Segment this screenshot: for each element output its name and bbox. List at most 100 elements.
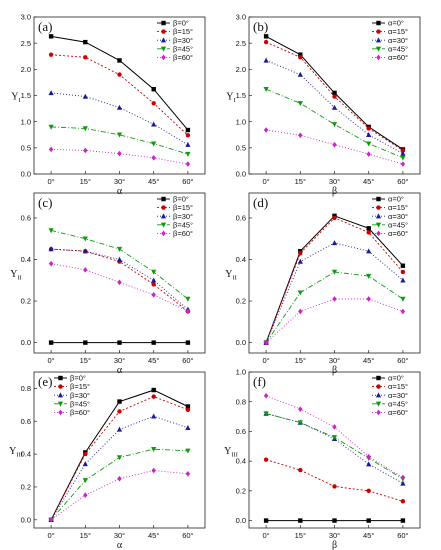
series-2	[263, 457, 406, 504]
legend-marker	[161, 196, 166, 202]
legend-label: β=60°	[173, 53, 193, 62]
series-line	[266, 129, 404, 165]
data-point	[400, 480, 406, 486]
legend-label: α=60°	[388, 53, 408, 62]
legend-marker	[375, 392, 382, 398]
x-tick-label: 0°	[263, 356, 270, 365]
series-4	[48, 124, 191, 157]
data-point	[297, 71, 303, 77]
data-point	[83, 340, 88, 345]
x-axis-label: α	[117, 540, 123, 550]
legend-label: β=0°	[173, 195, 189, 204]
legend: α=0°α=15°α=30°α=45°α=60°	[372, 19, 408, 62]
y-tick-label: 0.4	[21, 450, 31, 459]
data-point	[263, 457, 269, 462]
x-tick-label: 30°	[114, 531, 125, 540]
data-point	[185, 151, 191, 157]
legend-label: α=45°	[388, 220, 408, 229]
y-tick-label: 1.5	[21, 91, 31, 100]
data-point	[48, 246, 54, 252]
x-tick-label: 45°	[148, 177, 159, 186]
legend-marker	[160, 37, 167, 43]
data-point	[366, 453, 371, 460]
legend-label: α=30°	[388, 36, 408, 45]
data-point	[331, 122, 338, 128]
data-point	[332, 484, 337, 489]
data-point	[400, 150, 406, 156]
series-line	[265, 298, 404, 343]
y-axis-label-subscript: II	[232, 275, 236, 282]
panel-label: (c)	[38, 195, 52, 210]
data-point	[82, 126, 88, 132]
legend-label: β=45°	[173, 220, 193, 229]
data-point	[48, 34, 54, 39]
x-tick-label: 15°	[295, 531, 306, 540]
data-point	[83, 39, 88, 45]
data-point	[116, 246, 123, 252]
data-point	[298, 406, 303, 412]
y-tick-label: 0.0	[21, 170, 31, 179]
legend-label: α=0°	[388, 374, 404, 383]
data-point	[400, 308, 406, 315]
data-point	[185, 133, 191, 138]
data-point	[117, 340, 122, 345]
data-point	[117, 475, 122, 482]
series-line	[265, 271, 404, 343]
data-point	[83, 451, 88, 457]
data-point	[366, 141, 372, 147]
y-tick-label: 0.6	[21, 214, 31, 223]
data-point	[400, 499, 406, 504]
panel-label: (f)	[253, 374, 266, 389]
series-3	[48, 413, 191, 522]
x-axis-label: β	[332, 186, 337, 197]
legend: β=0°β=15°β=30°β=45°β=60°	[54, 374, 90, 417]
data-point	[151, 277, 157, 283]
data-point	[151, 413, 157, 419]
legend-label: β=15°	[70, 382, 90, 391]
legend-label: β=15°	[173, 203, 193, 212]
y-tick-label: 0.4	[21, 255, 31, 264]
y-axis-label-subscript: III	[16, 452, 23, 459]
data-point	[82, 478, 88, 484]
legend-label: β=0°	[173, 19, 189, 28]
y-tick-label: 3.0	[236, 13, 246, 22]
y-tick-label: 1.0	[21, 117, 31, 126]
data-point	[48, 340, 54, 345]
series-line	[50, 470, 188, 521]
legend-label: β=0°	[70, 374, 86, 383]
y-tick-label: 0.4	[236, 255, 246, 264]
legend-marker	[376, 54, 381, 61]
data-point	[117, 279, 122, 286]
data-point	[263, 39, 269, 45]
legend-marker	[376, 409, 381, 416]
x-tick-label: 30°	[329, 531, 340, 540]
y-tick-label: 0.2	[236, 486, 246, 495]
series-1	[263, 518, 406, 523]
data-point	[297, 420, 303, 426]
legend-label: α=60°	[388, 229, 408, 238]
data-point	[116, 426, 123, 432]
series-line	[51, 248, 189, 312]
y-tick-label: 1.0	[236, 117, 246, 126]
y-tick-label: 0.0	[236, 338, 246, 347]
y-axis-label-main: Y	[10, 269, 17, 280]
series-1	[263, 34, 406, 152]
data-point	[82, 248, 88, 254]
data-point	[185, 425, 191, 431]
x-axis-label: α	[117, 365, 123, 376]
x-tick-label: 15°	[80, 177, 91, 186]
x-tick-label: 30°	[329, 177, 340, 186]
panel-label: (a)	[38, 19, 52, 34]
data-point	[400, 277, 406, 283]
legend-marker	[375, 213, 382, 219]
data-point	[185, 141, 191, 147]
data-point	[263, 34, 269, 39]
y-axis-label: YIII	[224, 446, 238, 459]
y-axis-label-main: Y	[225, 269, 232, 280]
y-tick-label: 0.2	[236, 297, 246, 306]
legend-label: β=60°	[173, 229, 193, 238]
data-point	[151, 387, 156, 393]
series-4	[263, 411, 406, 482]
